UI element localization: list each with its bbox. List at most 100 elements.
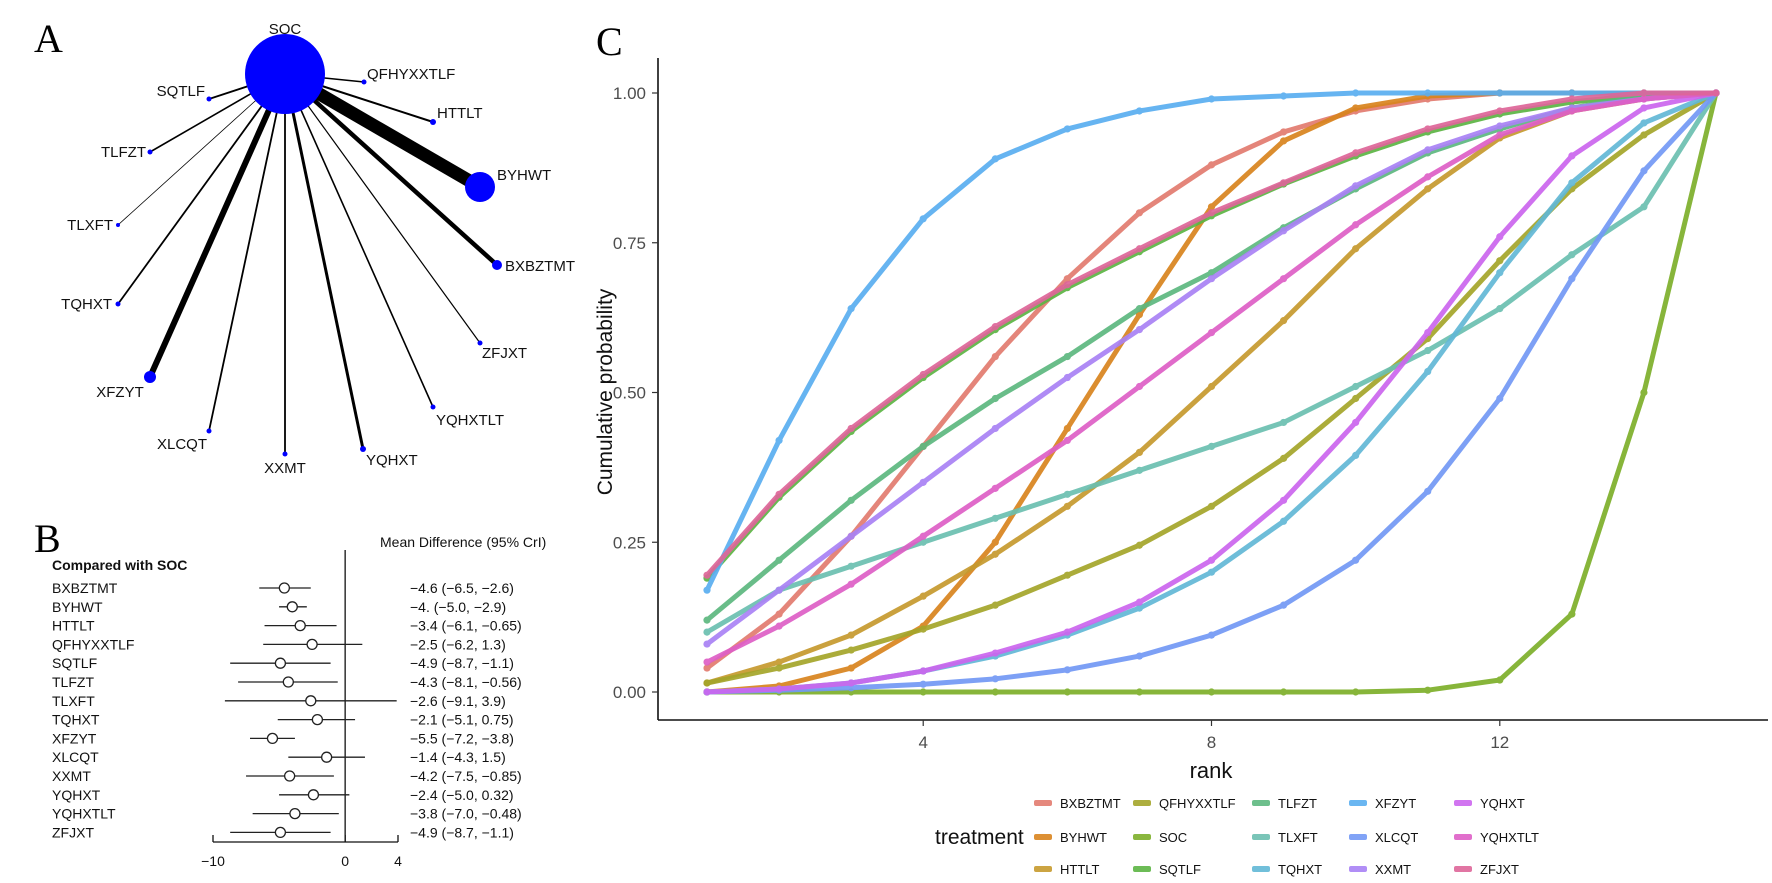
legend-swatch bbox=[1133, 866, 1151, 872]
legend-swatch bbox=[1349, 834, 1367, 840]
legend-item-xxmt: XXMT bbox=[1349, 862, 1411, 877]
legend-swatch bbox=[1349, 800, 1367, 806]
data-point bbox=[1352, 556, 1360, 564]
data-point bbox=[1496, 257, 1504, 265]
data-point bbox=[1352, 104, 1360, 112]
forest-x-tick-label: 0 bbox=[341, 853, 349, 869]
data-point bbox=[1135, 652, 1144, 660]
series-yqhxt bbox=[703, 89, 1720, 696]
data-point bbox=[1135, 448, 1144, 456]
row-value-text: −4. (−5.0, −2.9) bbox=[410, 599, 506, 615]
data-point bbox=[1352, 382, 1360, 391]
data-point bbox=[1207, 502, 1216, 510]
data-point bbox=[1352, 394, 1360, 403]
node-soc bbox=[245, 34, 325, 114]
legend-swatch bbox=[1454, 866, 1472, 872]
legend-item-yqhxt: YQHXT bbox=[1454, 796, 1525, 811]
data-point bbox=[1424, 329, 1432, 337]
row-label: XLCQT bbox=[52, 749, 99, 765]
data-point bbox=[1352, 245, 1360, 253]
data-point bbox=[1424, 89, 1432, 97]
data-point bbox=[1568, 275, 1576, 283]
data-point bbox=[991, 352, 999, 361]
series-tlfzt bbox=[703, 89, 1720, 624]
point-estimate bbox=[294, 619, 306, 632]
legend-label: BYHWT bbox=[1060, 830, 1107, 845]
data-point bbox=[991, 323, 999, 331]
data-point bbox=[1424, 686, 1432, 694]
node-label-xlcqt: XLCQT bbox=[157, 436, 207, 453]
data-point bbox=[991, 424, 999, 433]
node-tlfzt bbox=[147, 149, 153, 155]
data-point bbox=[775, 586, 783, 594]
data-point bbox=[847, 631, 855, 639]
series-tqhxt bbox=[703, 89, 1720, 696]
data-point bbox=[1135, 541, 1144, 549]
legend-label: SOC bbox=[1159, 830, 1187, 845]
data-point bbox=[1496, 676, 1504, 684]
series-zfjxt bbox=[703, 89, 1720, 579]
data-point bbox=[1207, 329, 1216, 337]
row-value-text: −3.4 (−6.1, −0.65) bbox=[410, 618, 522, 634]
data-point bbox=[991, 484, 999, 492]
series-line bbox=[707, 92, 1719, 695]
data-point bbox=[1640, 388, 1648, 397]
node-label-yqhxtlt: YQHXTLT bbox=[436, 412, 504, 429]
panel-a-label: A bbox=[34, 16, 63, 61]
data-point bbox=[1640, 95, 1648, 103]
y-axis-title: Cumulative probability bbox=[594, 288, 617, 495]
data-point bbox=[1207, 203, 1216, 211]
data-point bbox=[703, 571, 711, 579]
edge-soc-xfzyt bbox=[147, 72, 288, 379]
node-qfhyxxtlf bbox=[361, 79, 367, 85]
data-point bbox=[991, 649, 999, 657]
data-point bbox=[775, 490, 783, 498]
data-point bbox=[847, 496, 855, 504]
node-zfjxt bbox=[477, 340, 483, 346]
data-point bbox=[703, 640, 711, 648]
y-tick-label: 0.50 bbox=[613, 384, 646, 403]
edge-soc-zfjxt bbox=[284, 73, 481, 344]
legend-item-qfhyxxtlf: QFHYXXTLF bbox=[1133, 796, 1236, 811]
data-point bbox=[703, 616, 711, 624]
forest-plot: Mean Difference (95% CrI) Compared with S… bbox=[52, 534, 546, 869]
data-point bbox=[775, 556, 783, 564]
data-point bbox=[1424, 346, 1432, 355]
series-line bbox=[705, 91, 1719, 635]
legend-item-xfzyt: XFZYT bbox=[1349, 796, 1416, 811]
data-point bbox=[1424, 125, 1432, 133]
node-tlxft bbox=[116, 223, 120, 227]
data-point bbox=[1568, 251, 1576, 259]
x-tick-label: 4 bbox=[918, 733, 927, 752]
data-point bbox=[1352, 149, 1360, 157]
series-tlxft bbox=[703, 89, 1720, 636]
point-estimate bbox=[283, 770, 296, 782]
row-value-text: −4.2 (−7.5, −0.85) bbox=[410, 768, 522, 784]
data-point bbox=[1279, 317, 1288, 325]
series-line bbox=[705, 90, 1717, 665]
data-point bbox=[775, 685, 783, 693]
y-tick-label: 0.00 bbox=[613, 683, 646, 702]
node-httlt bbox=[430, 119, 436, 125]
node-label-byhwt: BYHWT bbox=[497, 167, 551, 184]
data-point bbox=[1135, 107, 1144, 115]
data-point bbox=[991, 675, 999, 683]
data-point bbox=[1352, 688, 1360, 696]
data-point bbox=[1279, 128, 1288, 136]
series-yqhxtlt bbox=[703, 89, 1720, 666]
node-label-bxbztmt: BXBZTMT bbox=[505, 258, 575, 275]
data-point bbox=[1352, 451, 1360, 459]
data-point bbox=[847, 305, 855, 313]
series-httlt bbox=[703, 89, 1720, 687]
row-value-text: −4.6 (−6.5, −2.6) bbox=[410, 580, 514, 596]
data-point bbox=[991, 155, 999, 163]
data-point bbox=[991, 538, 999, 546]
data-point bbox=[991, 688, 999, 696]
data-point bbox=[919, 667, 927, 675]
data-point bbox=[1352, 89, 1360, 97]
data-point bbox=[1279, 601, 1288, 609]
node-bxbztmt bbox=[492, 260, 502, 270]
point-estimate bbox=[311, 713, 324, 726]
data-point bbox=[1496, 107, 1504, 115]
data-point bbox=[1135, 598, 1144, 606]
